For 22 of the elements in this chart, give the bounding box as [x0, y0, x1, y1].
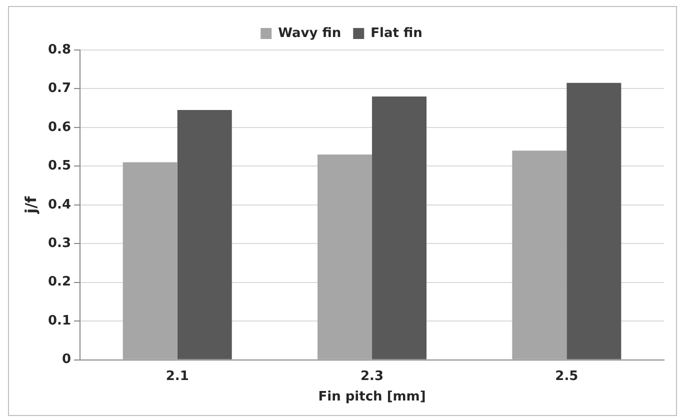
legend-label: Wavy fin — [278, 26, 342, 41]
y-axis-title: j/f — [22, 196, 40, 214]
x-tick-label: 2.3 — [360, 368, 384, 384]
y-tick-label: 0.1 — [48, 313, 72, 328]
bar — [566, 82, 622, 360]
y-tick-label: 0 — [62, 352, 72, 368]
y-tick-label: 0.4 — [48, 197, 72, 212]
y-tick-label: 0.7 — [48, 81, 72, 96]
bar — [318, 154, 372, 360]
legend-label: Flat fin — [370, 26, 422, 41]
y-tick-label: 0.5 — [48, 158, 72, 174]
x-axis-title: Fin pitch [mm] — [318, 390, 426, 405]
y-tick-label: 0.2 — [48, 274, 72, 290]
x-tick-label: 2.5 — [555, 368, 578, 384]
bar — [122, 162, 178, 360]
y-tick-label: 0.8 — [48, 42, 72, 58]
y-tick-label: 0.6 — [48, 120, 72, 135]
bar — [372, 96, 427, 360]
y-tick-label: 0.3 — [48, 236, 72, 251]
bar — [177, 110, 232, 360]
bar — [512, 150, 567, 360]
x-tick-label: 2.1 — [166, 368, 189, 384]
